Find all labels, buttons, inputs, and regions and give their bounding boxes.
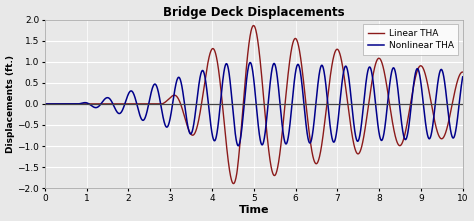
Linear THA [407, 107, 412, 110]
Linear THA [231, 182, 237, 185]
Nonlinear THA [460, 76, 465, 78]
Line: Linear THA: Linear THA [45, 26, 463, 184]
Nonlinear THA [220, 76, 226, 79]
X-axis label: Time: Time [238, 206, 269, 215]
Linear THA [114, 103, 120, 105]
Nonlinear THA [202, 76, 208, 79]
Linear THA [42, 103, 47, 105]
Linear THA [452, 90, 457, 93]
Title: Bridge Deck Displacements: Bridge Deck Displacements [163, 6, 345, 19]
Linear THA [220, 110, 226, 113]
Nonlinear THA [42, 103, 47, 105]
Y-axis label: Displacements (ft.): Displacements (ft.) [6, 55, 15, 153]
Nonlinear THA [114, 111, 120, 114]
Nonlinear THA [90, 105, 95, 108]
Linear THA [460, 71, 465, 73]
Nonlinear THA [236, 145, 241, 147]
Nonlinear THA [452, 134, 457, 137]
Nonlinear THA [247, 61, 253, 64]
Linear THA [202, 79, 208, 82]
Linear THA [90, 103, 95, 105]
Line: Nonlinear THA: Nonlinear THA [45, 63, 463, 146]
Legend: Linear THA, Nonlinear THA: Linear THA, Nonlinear THA [364, 24, 458, 55]
Nonlinear THA [407, 118, 412, 120]
Linear THA [251, 24, 256, 27]
